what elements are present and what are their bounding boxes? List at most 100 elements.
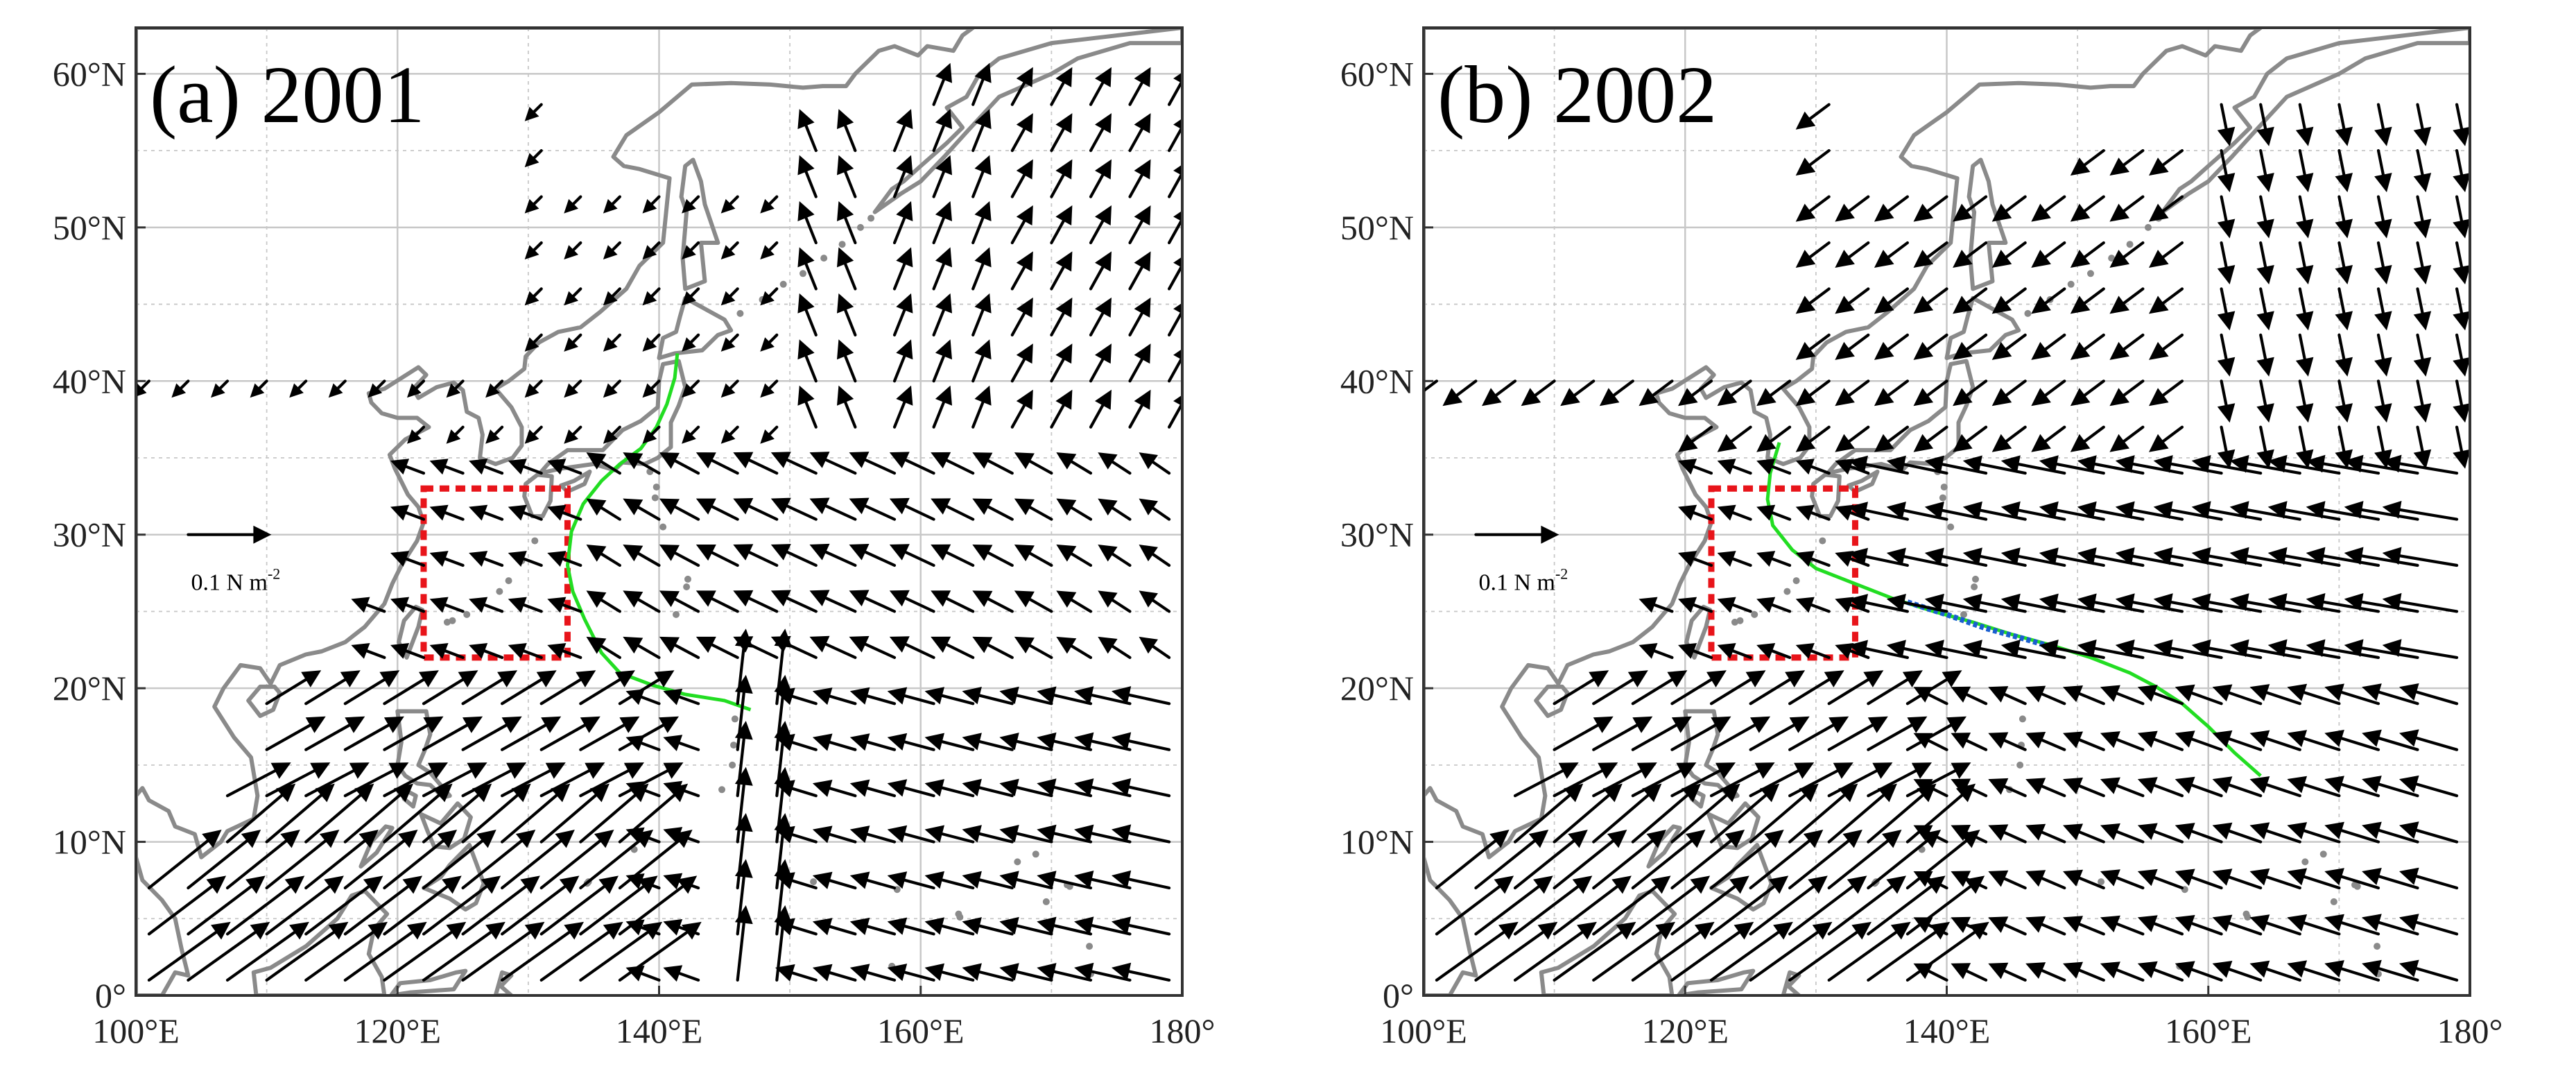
wind-vector — [962, 871, 1014, 890]
wind-vector — [265, 716, 326, 751]
wind-vector — [623, 452, 661, 475]
wind-vector — [1788, 830, 1862, 890]
wind-vector — [1962, 640, 2027, 660]
wind-vector — [1717, 551, 1752, 567]
wind-vector — [539, 670, 596, 705]
wind-vector — [849, 871, 897, 890]
island-dot — [736, 309, 744, 317]
wind-vector — [2063, 777, 2105, 798]
wind-vector — [2287, 776, 2341, 798]
wind-vector — [1435, 921, 1519, 982]
wind-vector — [695, 636, 739, 660]
wind-vector — [1678, 551, 1713, 567]
wind-vector — [2335, 379, 2353, 423]
wind-vector — [429, 551, 465, 567]
wind-vector — [695, 545, 739, 567]
island-dot — [1792, 577, 1800, 585]
wind-vector — [539, 921, 623, 982]
wind-vector — [2229, 639, 2301, 660]
wind-vector — [383, 875, 462, 936]
wind-vector — [390, 504, 426, 521]
wind-vector — [1913, 779, 1948, 798]
wind-vector — [962, 917, 1014, 936]
wind-vector — [2212, 961, 2263, 982]
wind-vector — [2413, 149, 2432, 193]
wind-vector — [2070, 195, 2105, 222]
wind-vector — [469, 643, 504, 660]
wind-vector — [809, 497, 857, 521]
wind-vector — [642, 195, 661, 214]
wind-vector — [304, 762, 370, 798]
island-dot — [449, 617, 456, 624]
wind-vector — [2153, 639, 2223, 660]
island-dot — [1940, 484, 1948, 491]
wind-vector — [1913, 871, 1948, 890]
wind-vector — [1835, 241, 1870, 268]
wind-vector — [2382, 639, 2459, 660]
wind-vector — [603, 425, 622, 444]
wind-vector — [1835, 597, 1870, 613]
wind-vector — [720, 195, 739, 214]
wind-vector — [547, 597, 582, 613]
panel-a: 0° 10°N 20°N 30°N 40°N 50°N 60°N 100°E 120°E 140°… — [53, 26, 1216, 1050]
wind-vector — [1112, 732, 1171, 751]
wind-vector — [2039, 593, 2105, 613]
wind-vector — [603, 379, 622, 398]
wind-vector — [343, 716, 404, 751]
wind-vector — [2191, 639, 2263, 660]
wind-vector — [1050, 343, 1073, 383]
wind-vector — [809, 590, 857, 613]
wind-vector — [1010, 67, 1033, 106]
wind-vector — [1128, 113, 1151, 153]
wind-vector — [343, 921, 427, 982]
wind-vector — [2295, 333, 2314, 377]
wind-vector — [2344, 639, 2419, 660]
wind-vector — [1827, 921, 1911, 982]
wind-vector — [770, 590, 818, 613]
wind-vector — [760, 379, 779, 398]
wind-vector — [1014, 545, 1053, 567]
wind-vector — [770, 635, 818, 660]
wind-vector — [1639, 379, 1674, 407]
wind-vector — [892, 109, 913, 153]
island-dot — [2351, 881, 2359, 889]
wind-vector — [2306, 547, 2380, 567]
wind-vector — [1717, 425, 1752, 452]
wind-vector — [1513, 921, 1597, 982]
wind-vector — [1913, 333, 1948, 360]
island-dot — [2319, 850, 2327, 858]
wind-vector — [2306, 593, 2380, 613]
wind-vector — [2063, 731, 2105, 751]
wind-vector — [2344, 547, 2419, 567]
wind-vector — [932, 339, 952, 383]
wind-vector — [2335, 333, 2353, 377]
wind-vector — [390, 597, 426, 613]
wind-vector — [500, 875, 580, 936]
wind-vector — [1089, 159, 1112, 198]
wind-vector — [887, 733, 935, 751]
wind-vector — [1874, 287, 1910, 314]
wind-vector — [539, 762, 605, 798]
wind-vector — [1089, 205, 1112, 245]
wind-vector — [2324, 683, 2380, 705]
wind-vector — [2100, 685, 2145, 705]
wind-vector — [623, 545, 661, 567]
wind-vector — [2137, 730, 2184, 751]
wind-vector — [500, 716, 562, 751]
wind-vector — [1951, 733, 1988, 751]
wind-vector — [971, 109, 992, 153]
wind-vector — [971, 155, 992, 198]
wind-vector — [1867, 762, 1932, 798]
island-dot — [1939, 494, 1946, 502]
wind-vector — [663, 735, 700, 751]
wind-vector — [1010, 389, 1033, 429]
wind-vector — [1678, 379, 1713, 407]
wind-vector — [2374, 241, 2392, 284]
wind-vector — [1749, 830, 1824, 890]
wind-vector — [2217, 333, 2236, 377]
wind-vector — [368, 379, 386, 398]
wind-vector — [849, 590, 897, 613]
wind-vector — [1631, 716, 1692, 751]
wind-vector — [2025, 778, 2066, 798]
y-tick-label: 0° — [95, 976, 126, 1015]
